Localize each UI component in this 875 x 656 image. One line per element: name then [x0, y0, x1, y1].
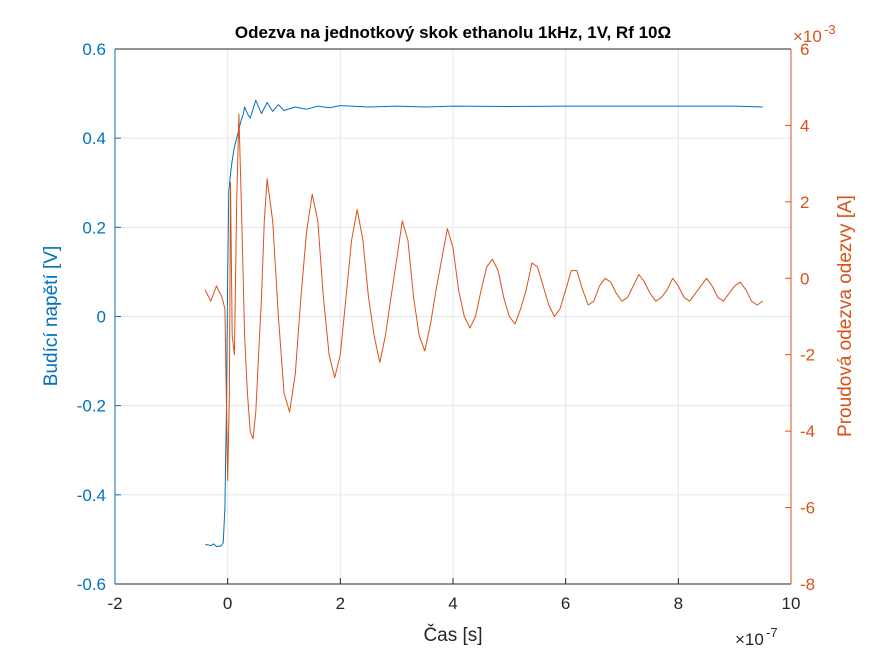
y-left-tick-label: -0.2: [77, 397, 106, 416]
x-tick-label: 0: [223, 594, 232, 613]
series-right: [204, 113, 764, 482]
x-tick-label: 8: [674, 594, 683, 613]
x-tick-label: 2: [336, 594, 345, 613]
y-right-exponent-base: ×10: [793, 27, 822, 46]
y-left-tick-label: 0.6: [82, 40, 106, 59]
chart-title: Odezva na jednotkový skok ethanolu 1kHz,…: [235, 23, 671, 42]
y-right-tick-label: -8: [800, 575, 815, 594]
x-tick-label: 4: [448, 594, 457, 613]
x-tick-label: 10: [782, 594, 801, 613]
y-left-axis-label: Budící napětí [V]: [41, 246, 62, 386]
y-right-tick-label: -2: [800, 346, 815, 365]
axes: [114, 48, 792, 585]
y-right-tick-label: 6: [800, 40, 809, 59]
y-right-tick-label: -4: [800, 422, 815, 441]
y-right-exponent-power: -3: [824, 22, 836, 37]
y-right-exponent: ×10 -3: [793, 22, 836, 46]
y-left-tick-label: 0.2: [82, 218, 106, 237]
y-left-tick-label: 0.4: [82, 129, 106, 148]
y-right-tick-label: 0: [800, 269, 809, 288]
series-line-right: [204, 113, 764, 482]
x-tick-label: 6: [561, 594, 570, 613]
series-left: [205, 99, 763, 547]
x-exponent-base: ×10: [735, 630, 764, 649]
ticks: -2 0 2 4 6 8 10 -0.6 -0.4 -0.2 0 0.2 0.4 0.6 -8 -6 -4 -2 0…: [77, 40, 815, 613]
y-right-tick-label: -6: [800, 499, 815, 518]
series-line-left: [205, 99, 763, 547]
y-right-tick-label: 2: [800, 193, 809, 212]
x-tick-label: -2: [107, 594, 122, 613]
y-left-tick-label: -0.6: [77, 575, 106, 594]
x-axis-label: Čas [s]: [423, 624, 482, 646]
y-left-tick-label: -0.4: [77, 486, 106, 505]
x-exponent: ×10 -7: [735, 625, 778, 649]
y-right-tick-label: 4: [800, 116, 809, 135]
y-left-tick-label: 0: [97, 308, 106, 327]
x-exponent-power: -7: [766, 625, 778, 640]
y-right-axis-label: Proudová odezva odezvy [A]: [835, 195, 856, 437]
